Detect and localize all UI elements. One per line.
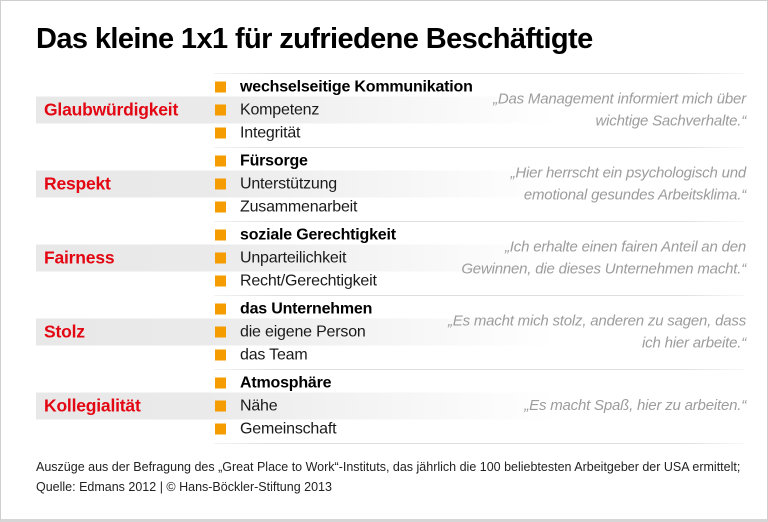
list-item: Unterstützung — [215, 173, 357, 196]
bullet-square-icon — [215, 252, 226, 264]
bullet-square-icon — [215, 275, 226, 287]
page-title: Das kleine 1x1 für zufriedene Beschäftig… — [36, 23, 593, 55]
row-fairness: Fairness soziale Gerechtigkeit Unparteil… — [1, 221, 767, 295]
row-glaubwuerdigkeit: Glaubwürdigkeit wechselseitige Kommunika… — [1, 73, 767, 147]
list-item-label: Unparteilichkeit — [240, 249, 347, 266]
list-item-label: die eigene Person — [240, 323, 366, 340]
quote-text: „Ich erhalte einen fairen Anteil an den … — [461, 238, 746, 277]
list-item-label: Nähe — [240, 397, 278, 414]
bullet-square-icon — [215, 229, 226, 241]
category-label: Glaubwürdigkeit — [44, 99, 179, 120]
bullet-square-icon — [215, 127, 226, 139]
list-item: Unparteilichkeit — [215, 247, 396, 270]
list-item: Recht/Gerechtigkeit — [215, 270, 396, 293]
list-item-label: Atmosphäre — [240, 374, 332, 391]
bullet-square-icon — [215, 155, 226, 167]
list-item-label: Gemeinschaft — [240, 420, 337, 437]
list-item: Integrität — [215, 122, 473, 145]
category-band: Kollegialität — [36, 392, 601, 420]
list-item-label: Integrität — [240, 124, 301, 141]
list-item-label: Zusammenarbeit — [240, 198, 358, 215]
list-item: wechselseitige Kommunikation — [215, 76, 473, 99]
source-note-line1: Auszüge aus der Befragung des „Great Pla… — [36, 460, 741, 474]
row-divider — [214, 443, 745, 444]
row-respekt: Respekt Fürsorge Unterstützung Zusammena… — [1, 147, 767, 221]
quote-text: „Es macht mich stolz, anderen zu sagen, … — [447, 312, 746, 351]
list-item-label: das Team — [240, 346, 308, 363]
list-item: Atmosphäre — [215, 372, 336, 395]
aspect-list: das Unternehmen die eigene Person das Te… — [215, 298, 372, 367]
list-item-label: das Unternehmen — [240, 300, 373, 317]
source-note-line2: Quelle: Edmans 2012 | © Hans-Böckler-Sti… — [36, 480, 332, 494]
row-divider — [214, 221, 745, 222]
bullet-square-icon — [215, 400, 226, 412]
bullet-square-icon — [215, 81, 226, 93]
source-note: Auszüge aus der Befragung des „Great Pla… — [36, 457, 743, 497]
row-divider — [214, 369, 745, 370]
aspect-list: wechselseitige Kommunikation Kompetenz I… — [215, 76, 473, 145]
bullet-square-icon — [215, 178, 226, 190]
list-item-label: soziale Gerechtigkeit — [240, 226, 396, 243]
list-item-label: Unterstützung — [240, 175, 338, 192]
bullet-square-icon — [215, 423, 226, 435]
list-item-label: Fürsorge — [240, 152, 308, 169]
quote-text: „Hier herrscht ein psychologisch und emo… — [510, 164, 747, 203]
row-stolz: Stolz das Unternehmen die eigene Person … — [1, 295, 767, 369]
list-item: soziale Gerechtigkeit — [215, 224, 396, 247]
bullet-square-icon — [215, 201, 226, 213]
category-label: Respekt — [44, 173, 111, 194]
row-divider — [214, 147, 745, 148]
bullet-square-icon — [215, 326, 226, 338]
list-item-label: Kompetenz — [240, 101, 320, 118]
quote-text: „Das Management informiert mich über wic… — [493, 90, 746, 129]
bullet-square-icon — [215, 303, 226, 315]
category-label: Stolz — [44, 321, 85, 342]
aspect-list: Atmosphäre Nähe Gemeinschaft — [215, 372, 337, 441]
category-band: Fairness — [36, 244, 601, 272]
list-item-label: wechselseitige Kommunikation — [240, 78, 473, 95]
quote-text: „Es macht Spaß, hier zu arbeiten.“ — [524, 397, 746, 415]
category-band: Stolz — [36, 318, 601, 346]
bullet-square-icon — [215, 377, 226, 389]
row-kollegialitaet: Kollegialität Atmosphäre Nähe Gemeinscha… — [1, 369, 767, 443]
bullet-square-icon — [215, 104, 226, 116]
list-item: Kompetenz — [215, 99, 473, 122]
category-label: Fairness — [44, 247, 115, 268]
row-divider — [214, 73, 745, 74]
bullet-square-icon — [215, 349, 226, 361]
list-item: die eigene Person — [215, 321, 372, 344]
list-item: Gemeinschaft — [215, 418, 337, 441]
list-item: das Team — [215, 344, 372, 367]
list-item: das Unternehmen — [215, 298, 372, 321]
category-rows: Glaubwürdigkeit wechselseitige Kommunika… — [1, 73, 767, 444]
category-label: Kollegialität — [44, 395, 141, 416]
list-item: Nähe — [215, 395, 336, 418]
category-band: Glaubwürdigkeit — [36, 96, 601, 124]
category-band: Respekt — [36, 170, 601, 198]
aspect-list: soziale Gerechtigkeit Unparteilichkeit R… — [215, 224, 396, 293]
list-item-label: Recht/Gerechtigkeit — [240, 272, 377, 289]
list-item: Zusammenarbeit — [215, 196, 357, 219]
list-item: Fürsorge — [215, 150, 357, 173]
row-divider — [214, 295, 745, 296]
aspect-list: Fürsorge Unterstützung Zusammenarbeit — [215, 150, 357, 219]
